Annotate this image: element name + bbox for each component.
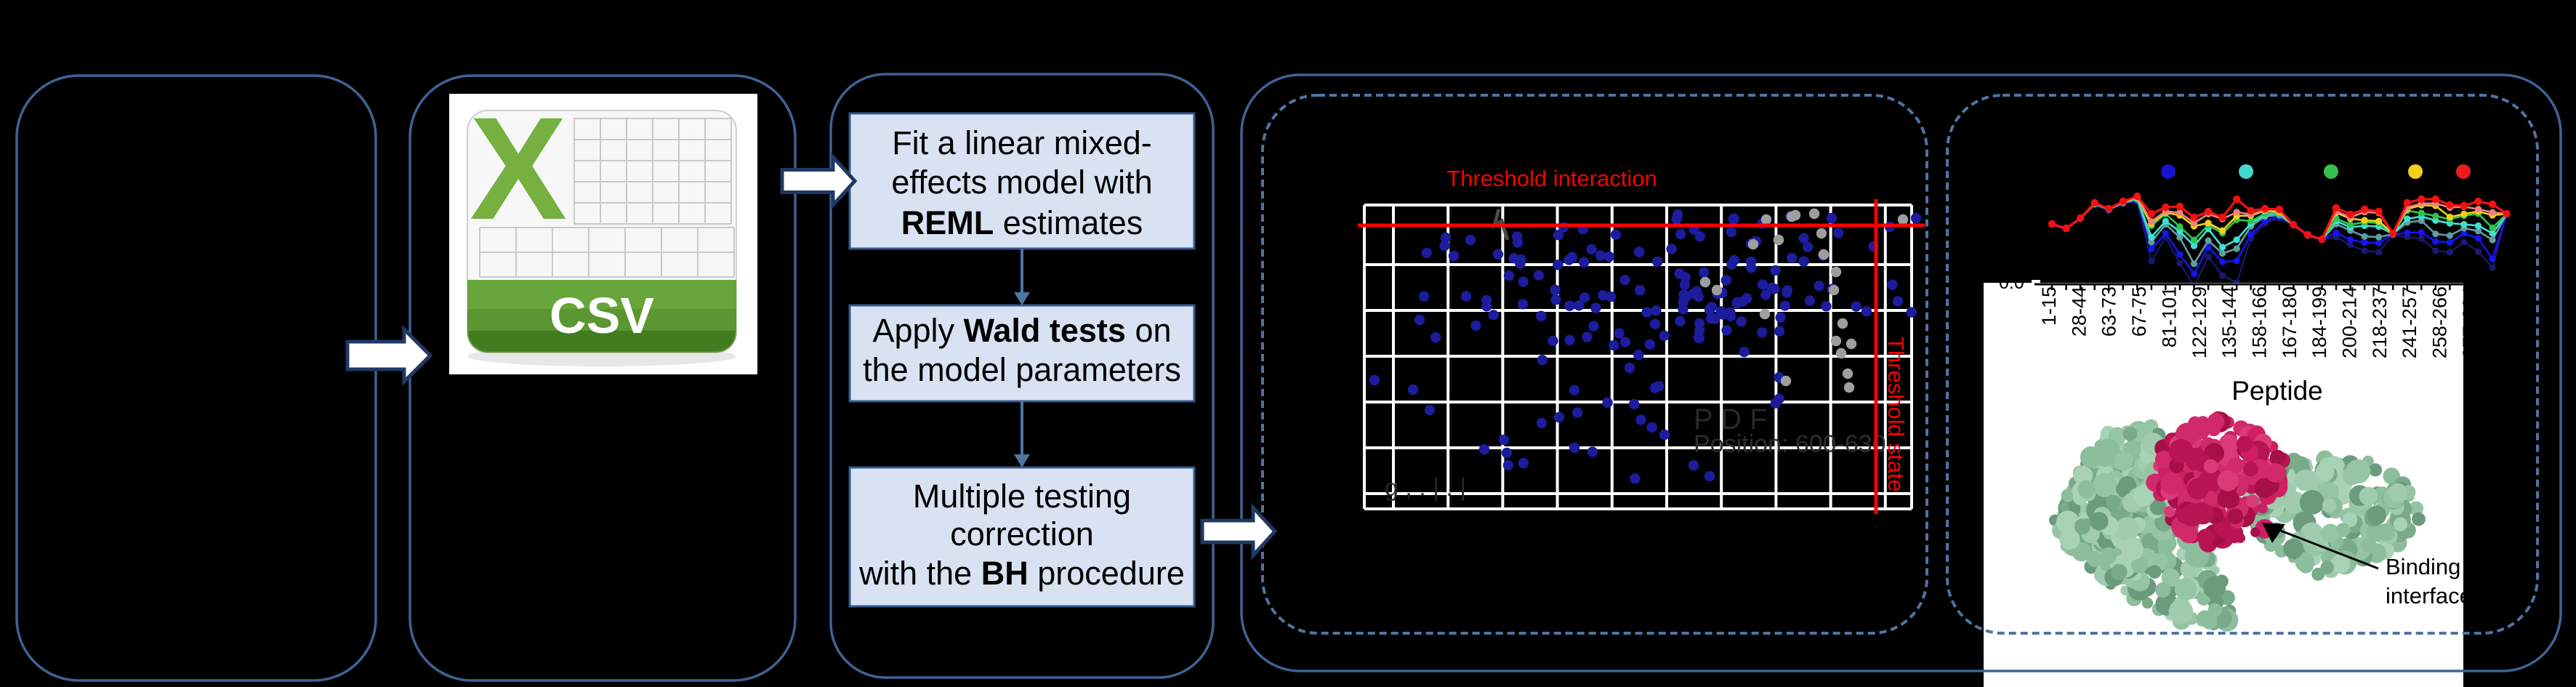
svg-text:0.0: 0.0 bbox=[1999, 273, 2024, 293]
svg-text:the model parameters: the model parameters bbox=[863, 351, 1181, 388]
svg-text:277-284: 277-284 bbox=[2459, 286, 2481, 358]
svg-text:258-266: 258-266 bbox=[2429, 286, 2451, 358]
svg-text:Fit a linear mixed-: Fit a linear mixed- bbox=[892, 124, 1152, 161]
svg-text:Binding: Binding bbox=[2386, 554, 2460, 579]
svg-text:122-129: 122-129 bbox=[2189, 286, 2210, 358]
svg-text:Multiple testing: Multiple testing bbox=[913, 478, 1131, 515]
svg-text:Threshold state: Threshold state bbox=[1883, 337, 1909, 492]
svg-text:Apply Wald tests on: Apply Wald tests on bbox=[872, 312, 1171, 349]
svg-text:167-180: 167-180 bbox=[2279, 286, 2301, 358]
svg-text:Peptide: Peptide bbox=[2231, 376, 2323, 406]
svg-text:correction: correction bbox=[950, 515, 1094, 553]
svg-text:63-73: 63-73 bbox=[2098, 286, 2120, 337]
svg-text:28-44: 28-44 bbox=[2068, 286, 2090, 337]
svg-text:P D F: P D F bbox=[1694, 403, 1768, 435]
svg-text:Position: 600-630: Position: 600-630 bbox=[1694, 430, 1886, 458]
svg-text:200-214: 200-214 bbox=[2339, 286, 2361, 358]
svg-text:158-166: 158-166 bbox=[2248, 286, 2270, 358]
svg-text:REML estimates: REML estimates bbox=[901, 204, 1143, 241]
svg-text:135-144: 135-144 bbox=[2218, 286, 2240, 358]
svg-text:g , . | . |: g , . | . | bbox=[1385, 474, 1466, 502]
svg-text:67-75: 67-75 bbox=[2128, 286, 2150, 337]
svg-text:241-257: 241-257 bbox=[2399, 286, 2420, 358]
svg-text:with the BH procedure: with the BH procedure bbox=[858, 555, 1185, 592]
svg-text:1-15: 1-15 bbox=[2038, 286, 2060, 326]
svg-text:interface: interface bbox=[2386, 583, 2472, 608]
svg-text:CSV: CSV bbox=[550, 287, 654, 344]
svg-text:184-199: 184-199 bbox=[2309, 286, 2330, 358]
svg-text:81-101: 81-101 bbox=[2158, 286, 2180, 347]
svg-text:Threshold interaction: Threshold interaction bbox=[1446, 166, 1657, 191]
svg-text:218-237: 218-237 bbox=[2369, 286, 2391, 358]
svg-text:effects model with: effects model with bbox=[891, 164, 1152, 201]
svg-text:X: X bbox=[470, 87, 567, 250]
